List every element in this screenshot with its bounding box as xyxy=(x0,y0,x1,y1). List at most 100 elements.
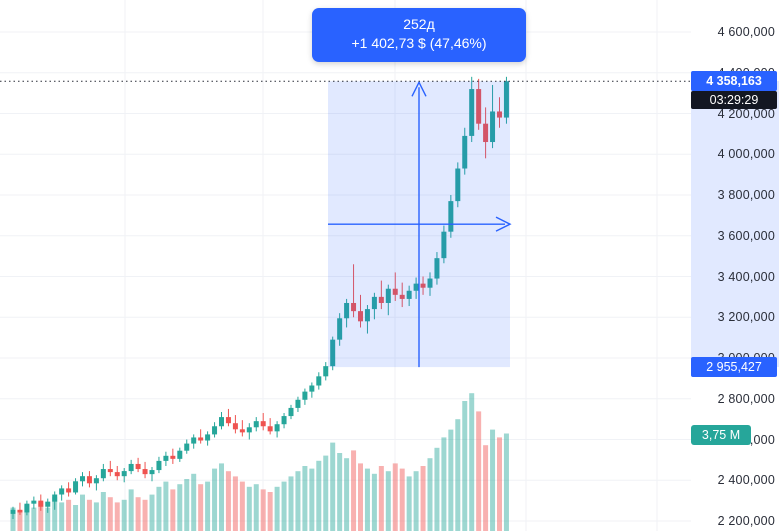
candle-up xyxy=(31,500,37,504)
candle-down xyxy=(170,455,176,459)
volume-bar xyxy=(142,499,148,531)
candle-down xyxy=(232,423,238,430)
candle-up xyxy=(45,501,51,507)
candle-up xyxy=(149,470,155,475)
volume-bar xyxy=(302,466,308,531)
volume-bar xyxy=(52,497,58,531)
candle-up xyxy=(413,283,419,291)
volume-bar xyxy=(184,479,190,531)
volume-bar xyxy=(121,499,127,531)
volume-axis-label: 3,75 M xyxy=(691,424,751,445)
volume-bar xyxy=(441,437,447,531)
volume-bar xyxy=(344,458,350,531)
price-tick-label: 2 200,000 xyxy=(717,514,775,528)
candle-up xyxy=(344,302,350,319)
candle-up xyxy=(205,434,211,441)
candle-up xyxy=(73,481,79,493)
volume-bar xyxy=(170,489,176,531)
candle-up xyxy=(316,376,322,386)
price-tick-label: 2 400,000 xyxy=(717,473,775,488)
volume-bar xyxy=(191,473,197,531)
candle-up xyxy=(253,421,259,428)
candle-up xyxy=(337,318,343,340)
volume-bar xyxy=(59,502,65,531)
volume-bar xyxy=(371,473,377,531)
candle-up xyxy=(385,288,391,303)
volume-bar xyxy=(503,433,509,531)
volume-bar xyxy=(406,476,412,531)
price-tick-label: 4 000,000 xyxy=(717,147,775,162)
candle-up xyxy=(295,399,301,408)
volume-bar xyxy=(212,468,218,531)
candle-up xyxy=(100,469,106,479)
volume-bar xyxy=(476,411,482,531)
volume-bar xyxy=(427,458,433,531)
candle-up xyxy=(281,416,287,425)
price-tick-label: 4 200,000 xyxy=(717,106,775,121)
volume-bar xyxy=(462,401,468,531)
candle-up xyxy=(93,478,99,484)
bar-countdown-label: 03:29:29 xyxy=(691,91,777,110)
volume-bar xyxy=(274,486,280,531)
candle-up xyxy=(59,488,65,495)
candle-down xyxy=(114,472,120,477)
volume-bar xyxy=(205,481,211,531)
volume-bar xyxy=(281,481,287,531)
volume-bar xyxy=(239,481,245,531)
volume-bar xyxy=(358,463,363,531)
candle-up xyxy=(246,427,252,433)
candle-up xyxy=(10,509,16,514)
candle-down xyxy=(135,463,141,470)
candle-up xyxy=(212,426,218,435)
candle-up xyxy=(441,231,447,259)
volume-bar xyxy=(10,507,16,531)
candle-up xyxy=(364,309,370,322)
price-tick-label: 3 600,000 xyxy=(717,228,775,243)
candlestick-chart-canvas[interactable] xyxy=(0,0,691,531)
volume-bar xyxy=(497,437,502,531)
candle-down xyxy=(239,429,245,433)
candle-up xyxy=(330,339,336,367)
volume-bars-layer xyxy=(10,393,509,531)
candle-down xyxy=(483,123,489,143)
volume-bar xyxy=(38,502,44,531)
candle-up xyxy=(469,89,475,136)
candle-down xyxy=(351,302,357,312)
volume-bar xyxy=(260,489,266,531)
volume-bar xyxy=(246,486,252,531)
candle-up xyxy=(128,463,134,472)
candle-down xyxy=(225,417,231,424)
candle-up xyxy=(406,290,412,299)
volume-bar xyxy=(80,494,85,531)
volume-bar xyxy=(177,484,183,531)
volume-bar xyxy=(219,463,224,531)
measure-up-arrowhead xyxy=(411,80,427,97)
candle-up xyxy=(309,385,315,392)
grid-layer xyxy=(0,0,691,531)
volume-bar xyxy=(323,455,329,531)
measure-tool-overlay[interactable] xyxy=(328,80,512,368)
volume-bar xyxy=(378,466,384,531)
volume-bar xyxy=(107,497,113,531)
measure-tooltip[interactable]: 252д +1 402,73 $ (47,46%) xyxy=(312,8,526,62)
volume-bar xyxy=(288,476,294,531)
candle-up xyxy=(455,168,461,202)
measure-change-label: +1 402,73 $ (47,46%) xyxy=(351,35,487,51)
volume-bar xyxy=(316,460,322,531)
candle-down xyxy=(260,421,266,427)
volume-bar xyxy=(351,450,357,531)
volume-bar xyxy=(385,471,391,531)
candle-down xyxy=(17,509,23,513)
candle-up xyxy=(52,494,58,502)
candle-up xyxy=(323,366,329,377)
volume-bar xyxy=(469,393,475,531)
measure-start-price-label: 2 955,427 xyxy=(691,357,777,378)
volume-bar xyxy=(66,499,72,531)
price-axis[interactable]: 4 358,163 03:29:29 2 955,427 3,75 M 4 60… xyxy=(691,0,779,531)
candle-up xyxy=(427,278,433,288)
volume-bar xyxy=(31,507,37,531)
candle-up xyxy=(163,455,169,461)
volume-bar xyxy=(267,492,273,531)
measure-range-highlight xyxy=(691,81,779,368)
